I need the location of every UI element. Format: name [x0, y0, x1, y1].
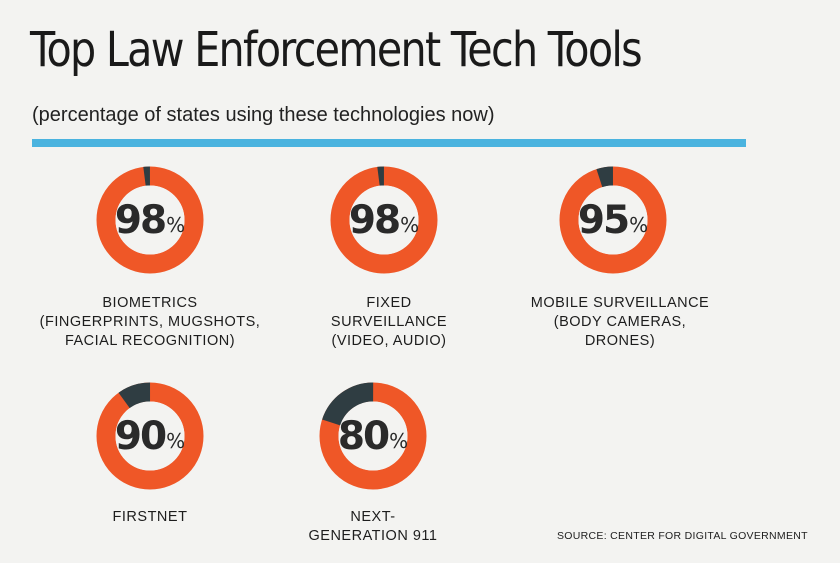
donut-hole [578, 185, 648, 255]
donut-item-fixed-surveillance: 98% FIXED SURVEILLANCE (VIDEO, AUDIO) [259, 166, 519, 356]
donut-hole [115, 185, 185, 255]
donut-chart: 90% [96, 382, 204, 490]
donut-hole [338, 401, 408, 471]
donut-item-mobile-surveillance: 95% MOBILE SURVEILLANCE (BODY CAMERAS, D… [490, 166, 750, 356]
chart-title: Top Law Enforcement Tech Tools [30, 22, 643, 78]
donut-svg [96, 382, 204, 490]
donut-svg [559, 166, 667, 274]
chart-subtitle: (percentage of states using these techno… [32, 104, 495, 126]
donut-svg [319, 382, 427, 490]
percent-value: 90% [96, 382, 204, 490]
donut-used-arc [330, 166, 438, 274]
donut-item-biometrics: 98% BIOMETRICS (FINGERPRINTS, MUGSHOTS, … [20, 166, 280, 356]
donut-used-arc [559, 166, 667, 274]
percent-value: 80% [319, 382, 427, 490]
donut-label: BIOMETRICS (FINGERPRINTS, MUGSHOTS, FACI… [39, 295, 261, 349]
percent-symbol: % [400, 213, 420, 237]
percent-symbol: % [629, 213, 649, 237]
donut-hole [349, 185, 419, 255]
accent-divider [32, 139, 746, 147]
donut-hole [115, 401, 185, 471]
percent-symbol: % [389, 429, 409, 453]
percent-symbol: % [166, 429, 186, 453]
donut-used-arc [96, 166, 204, 274]
percent-symbol: % [166, 213, 186, 237]
donut-svg [330, 166, 438, 274]
percent-number: 95 [577, 197, 630, 243]
percent-number: 80 [337, 413, 390, 459]
percent-value: 95% [559, 166, 667, 274]
donut-remainder-arc [559, 166, 667, 274]
donut-label: NEXT- GENERATION 911 [308, 509, 438, 544]
donut-remainder-arc [330, 166, 438, 274]
donut-label: MOBILE SURVEILLANCE (BODY CAMERAS, DRONE… [530, 295, 710, 349]
donut-chart: 98% [330, 166, 438, 274]
percent-number: 98 [348, 197, 401, 243]
donut-label: FIXED SURVEILLANCE (VIDEO, AUDIO) [330, 295, 448, 349]
donut-item-next-gen-911: 80% NEXT- GENERATION 911 [243, 382, 503, 552]
donut-item-firstnet: 90% FIRSTNET [20, 382, 280, 532]
donut-chart: 95% [559, 166, 667, 274]
donut-label: FIRSTNET [112, 509, 188, 525]
percent-value: 98% [330, 166, 438, 274]
donut-svg [96, 166, 204, 274]
donut-chart: 98% [96, 166, 204, 274]
percent-number: 98 [114, 197, 167, 243]
percent-value: 98% [96, 166, 204, 274]
donut-chart: 80% [319, 382, 427, 490]
percent-number: 90 [114, 413, 167, 459]
source-note: SOURCE: CENTER FOR DIGITAL GOVERNMENT [557, 530, 808, 542]
